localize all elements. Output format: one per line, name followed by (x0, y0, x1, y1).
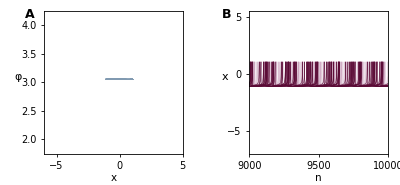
Y-axis label: φ: φ (14, 72, 22, 82)
X-axis label: n: n (315, 173, 322, 183)
Text: A: A (24, 8, 34, 21)
Y-axis label: x: x (221, 72, 228, 82)
Text: B: B (222, 8, 231, 21)
X-axis label: x: x (110, 173, 116, 183)
